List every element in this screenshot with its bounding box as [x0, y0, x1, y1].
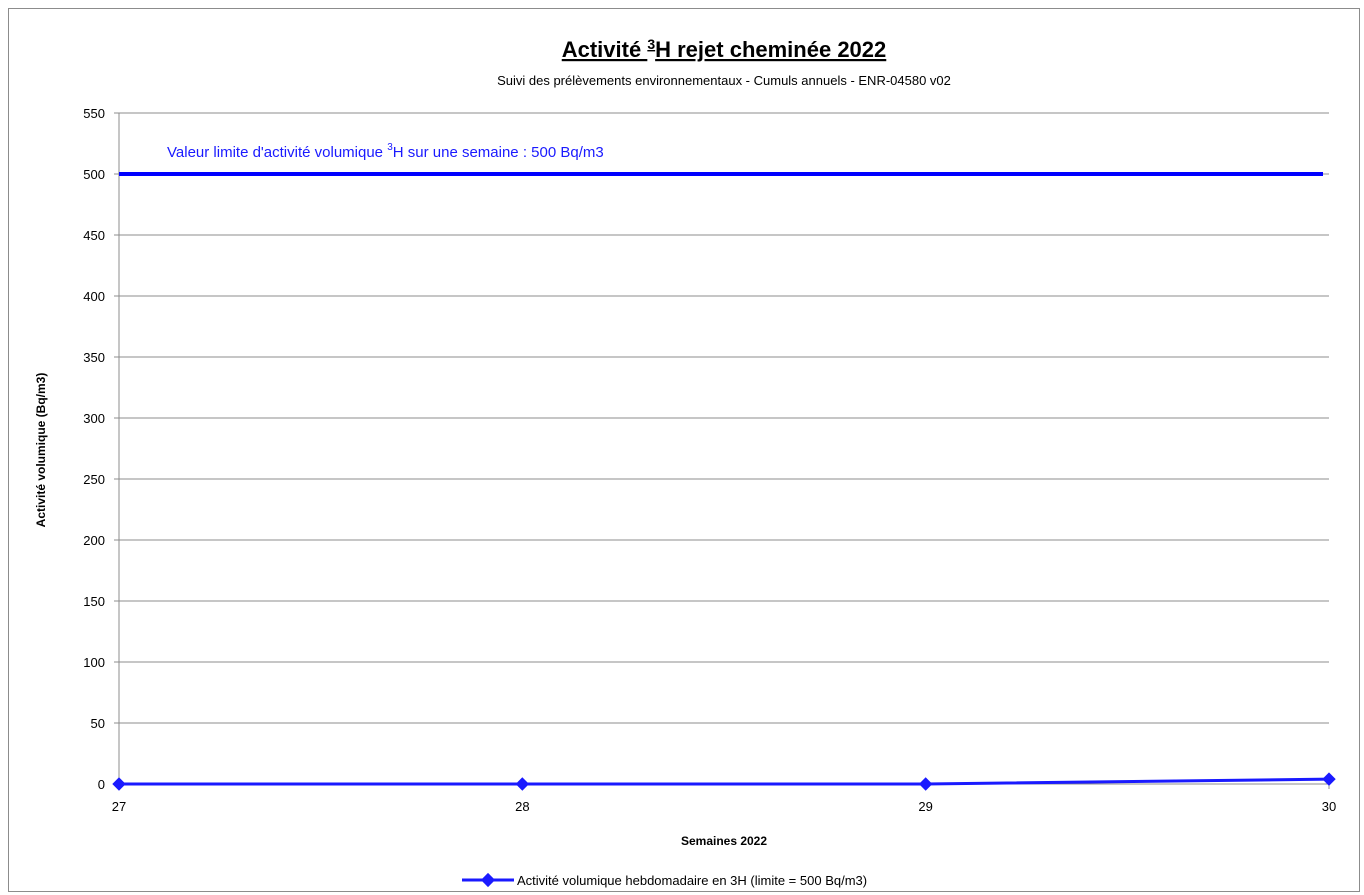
y-tick-label: 400 [83, 289, 105, 304]
y-tick-label: 450 [83, 228, 105, 243]
data-point-marker [918, 777, 933, 791]
y-tick-label: 200 [83, 533, 105, 548]
chart-subtitle: Suivi des prélèvements environnementaux … [497, 73, 951, 88]
x-tick-label: 27 [112, 799, 126, 814]
x-tick-label: 29 [918, 799, 932, 814]
y-axis-title: Activité volumique (Bq/m3) [34, 373, 48, 528]
y-tick-label: 300 [83, 411, 105, 426]
legend-series-label: Activité volumique hebdomadaire en 3H (l… [517, 873, 867, 888]
y-axis-ticks: 0 50 100 150 200 250 300 350 400 450 500 550 [83, 106, 119, 792]
y-tick-label: 550 [83, 106, 105, 121]
data-point-marker [1322, 772, 1336, 786]
y-tick-label: 500 [83, 167, 105, 182]
chart-frame [8, 8, 1360, 892]
x-axis-title: Semaines 2022 [681, 834, 767, 848]
x-tick-label: 30 [1322, 799, 1336, 814]
series-line [119, 777, 1330, 786]
y-tick-label: 100 [83, 655, 105, 670]
chart-title: Activité 3H rejet cheminée 2022 [562, 36, 887, 62]
y-tick-label: 0 [98, 777, 105, 792]
data-point-marker [112, 777, 126, 791]
series-activity [112, 772, 1336, 791]
y-tick-label: 150 [83, 594, 105, 609]
x-tick-label: 28 [515, 799, 529, 814]
limit-annotation: Valeur limite d'activité volumique 3H su… [167, 142, 604, 161]
legend-series-marker [480, 872, 496, 888]
y-tick-label: 250 [83, 472, 105, 487]
x-axis-ticks: 27 28 29 30 [112, 784, 1336, 814]
y-tick-label: 50 [91, 716, 105, 731]
data-point-marker [515, 777, 530, 791]
gridlines [119, 112, 1329, 724]
legend: Activité volumique hebdomadaire en 3H (l… [462, 872, 867, 888]
y-tick-label: 350 [83, 350, 105, 365]
